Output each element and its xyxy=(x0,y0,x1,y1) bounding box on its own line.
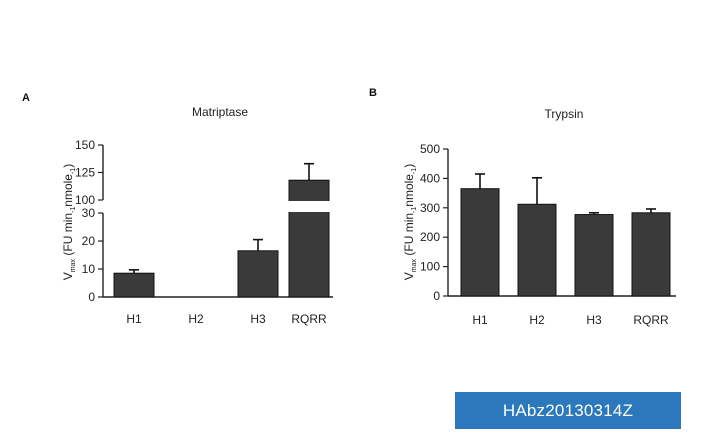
x-tick-label: RQRR xyxy=(633,313,669,327)
y-tick-label: 30 xyxy=(82,206,96,220)
x-tick-label: H3 xyxy=(586,313,602,327)
y-label-sub: max xyxy=(70,258,77,272)
y-label-main: V xyxy=(402,272,416,280)
bar xyxy=(237,250,279,298)
y-label-exponent: -1 xyxy=(411,168,418,174)
y-axis-label-a: Vmax (FU min-1nmole-1) xyxy=(61,164,77,280)
y-label-exponent: -1 xyxy=(411,207,418,213)
y-tick-label: 20 xyxy=(82,234,96,248)
bar xyxy=(631,212,671,297)
y-label-sub: max xyxy=(411,258,418,272)
y-tick-label: 300 xyxy=(420,201,440,215)
y-tick-label: 100 xyxy=(75,193,95,207)
bar xyxy=(288,179,330,298)
y-label-exponent: -1 xyxy=(70,168,77,174)
chart-trypsin: B Trypsin 0 100 200 300 400 500 H1 H2 H3 RQRR Vma… xyxy=(369,87,676,327)
y-label-units: nmole xyxy=(61,174,75,207)
y-label-exponent: -1 xyxy=(70,207,77,213)
bars-b xyxy=(460,173,671,297)
x-tick-label: H1 xyxy=(472,313,488,327)
y-tick-label: 10 xyxy=(82,262,96,276)
y-tick-label: 150 xyxy=(75,138,95,152)
bars-a xyxy=(113,162,330,298)
x-tick-label: H1 xyxy=(126,312,142,326)
id-badge-text: HAbz20130314Z xyxy=(502,400,634,420)
panel-label-b: B xyxy=(369,87,377,99)
chart-title-b: Trypsin xyxy=(545,107,584,121)
axes-b: 0 100 200 300 400 500 H1 H2 H3 RQRR xyxy=(420,142,676,327)
bar xyxy=(460,188,500,297)
y-label-units: (FU min xyxy=(402,213,416,259)
chart-title-a: Matriptase xyxy=(192,105,248,119)
y-tick-label: 0 xyxy=(88,290,95,304)
panel-label-a: A xyxy=(22,92,30,104)
y-axis-label-b: Vmax (FU min-1nmole-1) xyxy=(402,164,418,280)
bar-break-gap xyxy=(288,201,330,212)
x-tick-label: H2 xyxy=(188,312,204,326)
bar xyxy=(574,214,614,297)
y-tick-label: 125 xyxy=(75,166,95,180)
bar xyxy=(517,203,557,297)
id-badge: HAbz20130314Z xyxy=(455,392,681,429)
x-tick-label: RQRR xyxy=(291,312,327,326)
y-tick-label: 400 xyxy=(420,171,440,185)
bar xyxy=(113,272,155,298)
y-tick-label: 500 xyxy=(420,142,440,156)
y-label-units: nmole xyxy=(402,174,416,207)
x-tick-label: H3 xyxy=(250,312,266,326)
y-tick-label: 0 xyxy=(433,289,440,303)
x-tick-label: H2 xyxy=(529,313,545,327)
y-label-main: V xyxy=(61,272,75,280)
y-tick-label: 100 xyxy=(420,260,440,274)
y-label-units: ) xyxy=(402,164,416,168)
y-label-units: (FU min xyxy=(61,213,75,259)
y-label-units: ) xyxy=(61,164,75,168)
y-tick-label: 200 xyxy=(420,230,440,244)
